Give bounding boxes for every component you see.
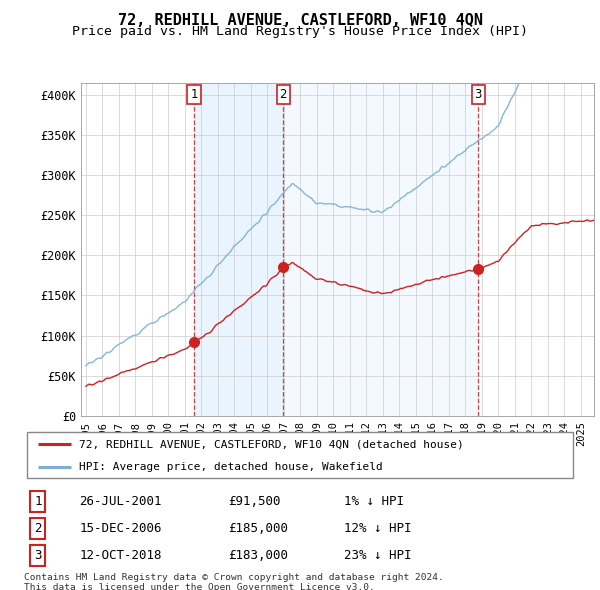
Text: Price paid vs. HM Land Registry's House Price Index (HPI): Price paid vs. HM Land Registry's House … xyxy=(72,25,528,38)
Text: £185,000: £185,000 xyxy=(228,522,288,535)
Text: 15-DEC-2006: 15-DEC-2006 xyxy=(79,522,162,535)
FancyBboxPatch shape xyxy=(27,432,573,478)
Text: 23% ↓ HPI: 23% ↓ HPI xyxy=(344,549,412,562)
Text: 12-OCT-2018: 12-OCT-2018 xyxy=(79,549,162,562)
Bar xyxy=(283,83,478,416)
Text: 1: 1 xyxy=(190,88,198,101)
Text: HPI: Average price, detached house, Wakefield: HPI: Average price, detached house, Wake… xyxy=(79,463,383,473)
Text: 3: 3 xyxy=(34,549,41,562)
Text: £183,000: £183,000 xyxy=(228,549,288,562)
Text: £91,500: £91,500 xyxy=(228,495,281,508)
Text: 2: 2 xyxy=(34,522,41,535)
Text: 72, REDHILL AVENUE, CASTLEFORD, WF10 4QN: 72, REDHILL AVENUE, CASTLEFORD, WF10 4QN xyxy=(118,13,482,28)
Text: 1% ↓ HPI: 1% ↓ HPI xyxy=(344,495,404,508)
Text: This data is licensed under the Open Government Licence v3.0.: This data is licensed under the Open Gov… xyxy=(24,583,375,590)
Text: Contains HM Land Registry data © Crown copyright and database right 2024.: Contains HM Land Registry data © Crown c… xyxy=(24,573,444,582)
Text: 3: 3 xyxy=(475,88,482,101)
Text: 12% ↓ HPI: 12% ↓ HPI xyxy=(344,522,412,535)
Text: 26-JUL-2001: 26-JUL-2001 xyxy=(79,495,162,508)
Text: 72, REDHILL AVENUE, CASTLEFORD, WF10 4QN (detached house): 72, REDHILL AVENUE, CASTLEFORD, WF10 4QN… xyxy=(79,439,464,449)
Text: 2: 2 xyxy=(280,88,287,101)
Text: 1: 1 xyxy=(34,495,41,508)
Bar xyxy=(194,83,283,416)
